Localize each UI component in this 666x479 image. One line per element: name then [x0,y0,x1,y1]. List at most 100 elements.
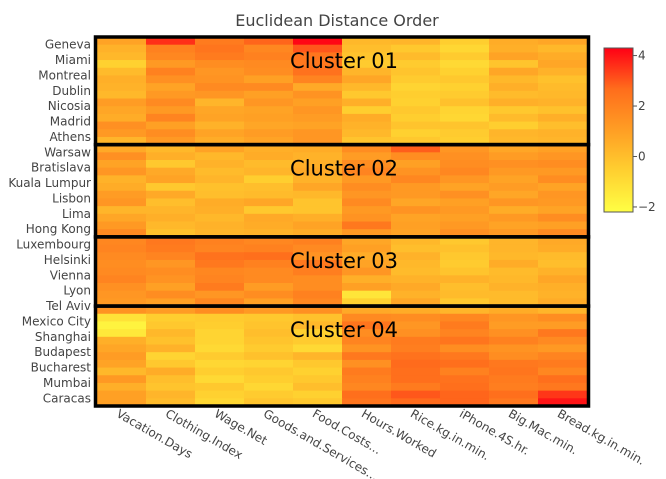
heatmap-cell [342,44,392,53]
heatmap-cell [440,359,490,369]
heatmap-cell [97,198,147,207]
y-tick-label: Tel Aviv [45,299,91,313]
heatmap-cell [342,336,392,345]
y-tick-label: Bucharest [31,361,92,375]
heatmap-cell [489,321,539,330]
heatmap-cell [146,160,196,169]
heatmap-cell [440,98,490,107]
heatmap-cell [244,44,294,53]
heatmap-cell [146,336,196,345]
heatmap-cell [489,106,539,115]
heatmap-cell [489,144,539,153]
heatmap-cell [391,67,441,76]
heatmap-cell [195,306,245,315]
heatmap-cell [440,244,490,253]
heatmap-cell [293,113,343,123]
heatmap-cell [391,236,441,246]
heatmap-cell [440,306,490,315]
heatmap-cell [489,160,539,169]
heatmap-cell [391,259,441,269]
heatmap-cell [342,129,392,138]
heatmap-cell [244,298,294,307]
heatmap-cell [538,37,588,46]
heatmap-cell [195,190,245,199]
heatmap-cell [244,221,294,230]
heatmap-cell [489,52,539,61]
colorbar-tick-label: 4 [638,49,646,63]
heatmap-cell [293,75,343,84]
heatmap-cell [244,136,294,146]
heatmap-cell [244,144,294,153]
heatmap-cell [293,290,343,299]
heatmap-cell [391,98,441,107]
heatmap-cell [293,98,343,107]
heatmap-cell [391,213,441,222]
heatmap-cell [342,136,392,146]
heatmap-cell [293,175,343,184]
y-tick-label: Warsaw [44,145,91,159]
heatmap-cell [146,167,196,176]
cluster-label: Cluster 04 [290,318,398,342]
heatmap-cell [146,283,196,292]
heatmap-cell [146,275,196,284]
heatmap-cell [342,144,392,153]
heatmap-cell [97,106,147,115]
heatmap-cell [195,221,245,230]
heatmap-cell [195,175,245,184]
heatmap-cell [489,213,539,222]
heatmap-cell [489,259,539,269]
heatmap-cell [342,221,392,230]
heatmap-cell [293,390,343,399]
heatmap-cell [244,329,294,338]
heatmap-cell [293,129,343,138]
heatmap-cell [440,298,490,307]
heatmap-cell [293,359,343,369]
heatmap-cell [391,206,441,215]
heatmap-cell [293,275,343,284]
heatmap-cell [195,359,245,369]
heatmap-cell [293,367,343,376]
heatmap-cell [146,175,196,184]
heatmap-cell [342,390,392,399]
heatmap-cell [440,367,490,376]
heatmap-cell [538,352,588,361]
heatmap-cell [244,283,294,292]
heatmap-cell [538,129,588,138]
heatmap-cell [195,121,245,130]
heatmap-cell [97,236,147,246]
heatmap-cell [97,375,147,384]
heatmap-cell [146,206,196,215]
heatmap-cell [146,236,196,246]
heatmap-cell [195,275,245,284]
heatmap-cell [538,398,588,407]
heatmap-cell [489,75,539,84]
heatmap-cell [342,37,392,46]
y-tick-label: Caracas [43,391,91,405]
heatmap-cell [538,344,588,353]
heatmap-cell [97,359,147,369]
heatmap-cell [538,190,588,199]
heatmap-cell [146,259,196,269]
heatmap-cell [97,183,147,192]
heatmap-cell [146,398,196,407]
heatmap-cell [293,313,343,322]
heatmap-cell [538,313,588,322]
heatmap-cell [489,129,539,138]
heatmap-cell [97,352,147,361]
y-tick-label: Mumbai [43,376,91,390]
heatmap-cell [293,244,343,253]
heatmap-cell [195,390,245,399]
heatmap-cell [97,167,147,176]
heatmap-cell [195,236,245,246]
heatmap-cell [244,336,294,345]
heatmap-cell [342,298,392,307]
x-axis-labels: Vacation.DaysClothing.IndexWage.NetGoods… [114,406,647,479]
heatmap-cell [195,298,245,307]
heatmap-cell [293,206,343,215]
heatmap-cell [244,236,294,246]
heatmap-cell [97,83,147,92]
heatmap-cell [244,359,294,369]
heatmap-cell [489,229,539,238]
heatmap-cell [538,382,588,392]
heatmap-cell [244,160,294,169]
